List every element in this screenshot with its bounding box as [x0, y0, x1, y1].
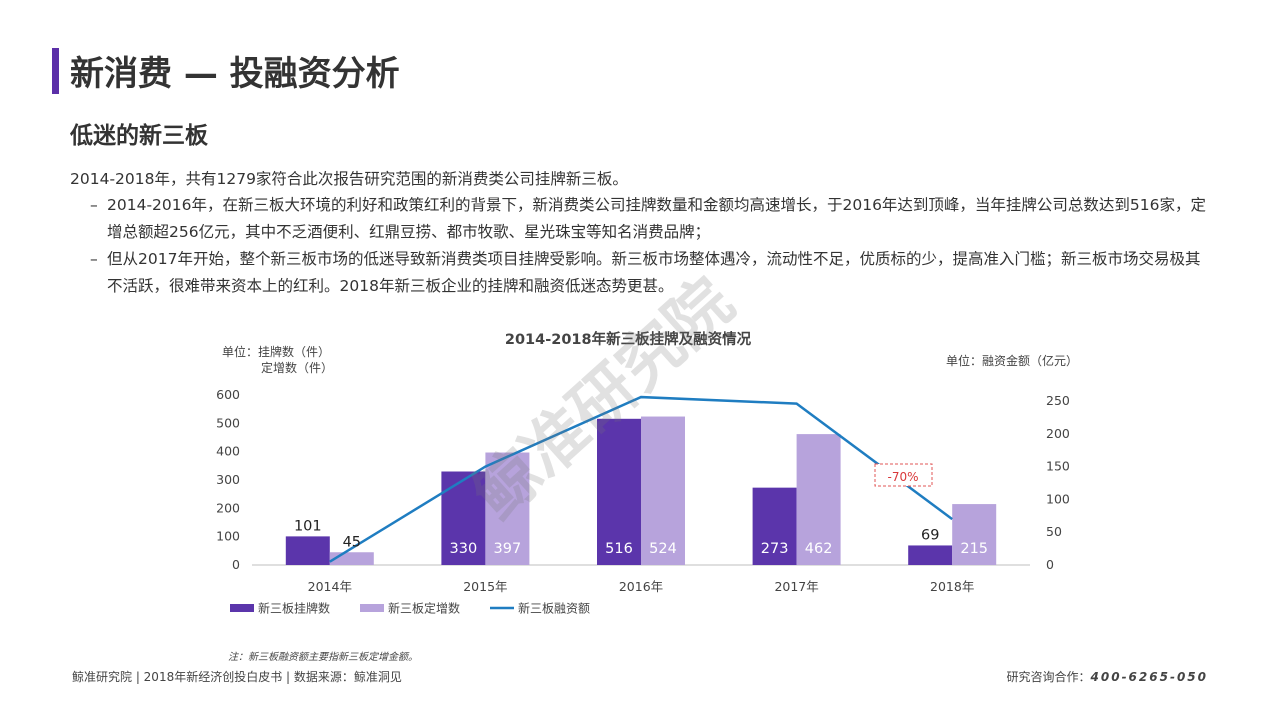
- left-axis-unit: 单位：挂牌数（件）: [222, 344, 330, 359]
- bar-value-label: 45: [343, 534, 361, 550]
- bar-value-label: 462: [805, 541, 833, 557]
- bar-listing: [908, 545, 953, 565]
- left-tick-label: 500: [216, 415, 240, 430]
- contact-label: 研究咨询合作：: [1006, 670, 1091, 684]
- page-subtitle: 低迷的新三板: [70, 123, 208, 149]
- footer-contact: 研究咨询合作：400-6265-050: [1007, 668, 1208, 685]
- bar-value-label: 273: [761, 541, 789, 557]
- bullet-dash: –: [90, 196, 98, 214]
- bar-value-label: 516: [605, 541, 633, 557]
- bar-value-label: 524: [649, 541, 677, 557]
- bullet-dash: –: [90, 250, 98, 268]
- right-tick-label: 250: [1046, 393, 1070, 408]
- legend-label: 新三板挂牌数: [258, 601, 330, 616]
- bar-value-label: 215: [960, 541, 988, 557]
- footer-source: 鲸准研究院 | 2018年新经济创投白皮书 | 数据来源：鲸准洞见: [72, 670, 402, 684]
- bar-value-label: 330: [450, 541, 478, 557]
- page-title: 新消费 — 投融资分析: [70, 54, 400, 94]
- right-axis-unit: 单位：融资金额（亿元）: [946, 353, 1078, 368]
- bar-placement: [641, 416, 685, 565]
- bar-value-label: 397: [494, 541, 522, 557]
- legend-label: 新三板融资额: [518, 601, 590, 616]
- x-tick-label: 2014年: [308, 579, 352, 594]
- contact-phone: 400-6265-050: [1090, 670, 1208, 684]
- left-tick-label: 400: [216, 444, 240, 459]
- bullet-item: – 2014-2016年，在新三板大环境的利好和政策红利的背景下，新消费类公司挂…: [90, 192, 1215, 246]
- title-accent-bar: [52, 48, 59, 94]
- bar-listing: [597, 418, 641, 565]
- bar-value-label: 69: [921, 527, 939, 543]
- chart-title: 2014-2018年新三板挂牌及融资情况: [505, 330, 752, 348]
- bar-listing: [441, 471, 486, 565]
- right-tick-label: 0: [1046, 557, 1054, 572]
- bar-listing: [285, 536, 330, 565]
- financing-line: [329, 395, 953, 563]
- bullet-item: – 但从2017年开始，整个新三板市场的低迷导致新消费类项目挂牌受影响。新三板市…: [90, 246, 1215, 300]
- chart-note: 注：新三板融资额主要指新三板定增金额。: [228, 652, 418, 663]
- legend-label: 新三板定增数: [388, 601, 460, 616]
- legend-swatch: [230, 604, 254, 612]
- legend-swatch: [360, 604, 384, 612]
- left-tick-label: 600: [216, 387, 240, 402]
- bar-listing: [752, 487, 797, 565]
- bar-placement: [485, 452, 530, 565]
- left-tick-label: 0: [232, 557, 240, 572]
- bar-placement: [952, 504, 997, 565]
- left-axis-unit-2: 定增数（件）: [261, 360, 333, 375]
- x-tick-label: 2015年: [463, 579, 507, 594]
- intro-paragraph: 2014-2018年，共有1279家符合此次报告研究范围的新消费类公司挂牌新三板…: [70, 170, 628, 188]
- x-tick-label: 2018年: [930, 579, 974, 594]
- drop-annotation: -70%: [887, 470, 918, 484]
- drop-annotation-box: [874, 463, 933, 487]
- bar-value-label: 101: [294, 518, 322, 534]
- bullet-text: 但从2017年开始，整个新三板市场的低迷导致新消费类项目挂牌受影响。新三板市场整…: [107, 250, 1201, 295]
- x-tick-label: 2016年: [619, 579, 663, 594]
- left-tick-label: 100: [216, 529, 240, 544]
- left-tick-label: 200: [216, 500, 240, 515]
- right-tick-label: 150: [1046, 459, 1070, 474]
- right-tick-label: 100: [1046, 491, 1070, 506]
- x-tick-label: 2017年: [774, 579, 818, 594]
- right-tick-label: 50: [1046, 524, 1062, 539]
- bar-placement: [796, 434, 841, 565]
- bullet-text: 2014-2016年，在新三板大环境的利好和政策红利的背景下，新消费类公司挂牌数…: [107, 196, 1207, 241]
- left-tick-label: 300: [216, 472, 240, 487]
- right-tick-label: 200: [1046, 426, 1070, 441]
